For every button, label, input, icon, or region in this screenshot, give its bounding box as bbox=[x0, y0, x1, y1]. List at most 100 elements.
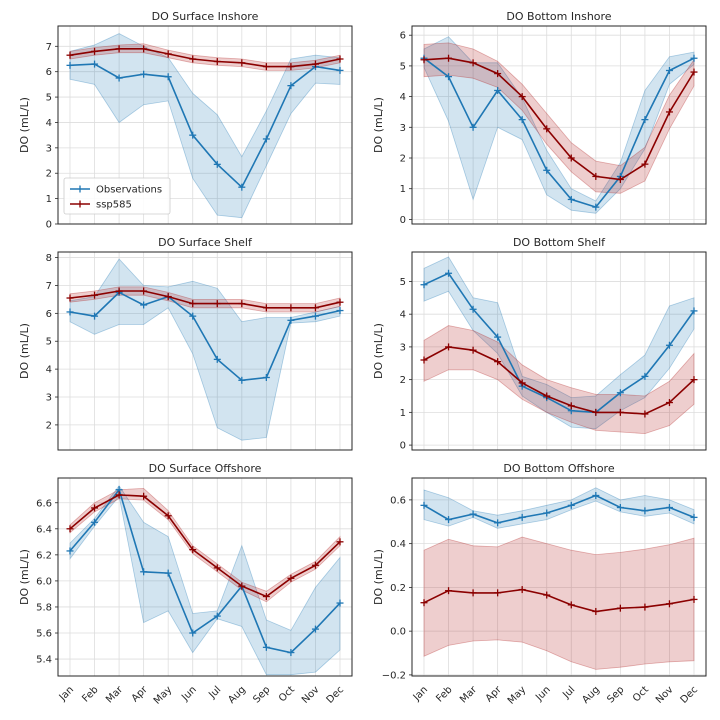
y-tick-label: 2 bbox=[400, 154, 406, 165]
ssp585-line bbox=[423, 57, 695, 181]
ssp585-point bbox=[567, 154, 575, 162]
observations-point bbox=[91, 60, 99, 68]
observations-point bbox=[91, 312, 99, 320]
ssp585-point bbox=[690, 595, 698, 603]
observations-point bbox=[690, 513, 698, 521]
observations-point bbox=[66, 308, 74, 316]
y-tick-label: 0 bbox=[400, 215, 406, 226]
ssp585-point bbox=[445, 343, 453, 351]
ssp585-point bbox=[140, 287, 148, 295]
ssp585-point bbox=[690, 68, 698, 76]
y-tick-label: 5 bbox=[400, 277, 406, 288]
y-tick-label: 1 bbox=[400, 184, 406, 195]
ssp585-point bbox=[592, 607, 600, 615]
observations-point bbox=[336, 599, 344, 607]
ssp585-point bbox=[665, 399, 673, 407]
panel-4: DO Bottom Shelf DO (mL/L) 0 1 2 3 4 5 bbox=[372, 236, 707, 452]
x-tick-label: Dec bbox=[325, 684, 346, 705]
ssp585-point bbox=[213, 564, 221, 572]
ssp585-point bbox=[616, 604, 624, 612]
ssp585-line bbox=[423, 588, 695, 613]
observations-point bbox=[140, 301, 148, 309]
ssp585-line bbox=[69, 494, 341, 598]
ssp585-point bbox=[469, 59, 477, 67]
x-tick-label: Sep bbox=[605, 684, 626, 705]
observations-line bbox=[69, 291, 341, 382]
ssp585-point bbox=[494, 589, 502, 597]
observations-point bbox=[262, 373, 270, 381]
y-tick-label: 3 bbox=[400, 123, 406, 134]
ssp585-point bbox=[543, 125, 551, 133]
ssp585-point bbox=[311, 60, 319, 68]
observations-point bbox=[140, 70, 148, 78]
observations-point bbox=[189, 131, 197, 139]
legend-item-observations: Observations bbox=[70, 185, 162, 196]
observations-point bbox=[592, 492, 600, 500]
x-tick-label: Jul bbox=[560, 684, 577, 701]
ssp585-point bbox=[469, 346, 477, 354]
y-tick-label: 6 bbox=[46, 309, 52, 320]
observations-point bbox=[287, 649, 295, 657]
y-tick-label: 2 bbox=[46, 169, 52, 180]
y-tick-label: 0 bbox=[400, 441, 406, 452]
x-tick-label: Apr bbox=[484, 684, 505, 705]
y-tick-label: 7 bbox=[46, 281, 52, 292]
y-axis-label: DO (mL/L) bbox=[18, 97, 31, 153]
observations-point bbox=[66, 61, 74, 69]
panel-title: DO Bottom Shelf bbox=[513, 236, 606, 249]
ssp585-point bbox=[336, 538, 344, 546]
ssp585-point bbox=[140, 45, 148, 53]
observations-range-band bbox=[69, 258, 341, 441]
ssp585-point bbox=[189, 546, 197, 554]
y-tick-label: 0 bbox=[46, 220, 52, 231]
ssp585-point bbox=[238, 582, 246, 590]
x-tick-label: Jan bbox=[57, 684, 76, 703]
x-tick-label: May bbox=[506, 684, 528, 706]
ssp585-point bbox=[238, 300, 246, 308]
y-tick-label: 6.6 bbox=[36, 498, 52, 509]
ssp585-point bbox=[641, 603, 649, 611]
ssp585-point bbox=[445, 54, 453, 62]
panel-1: DO Surface Inshore DO (mL/L) 0 1 2 3 4 5 6 7 Obser… bbox=[18, 10, 353, 231]
observations-point bbox=[543, 166, 551, 174]
ssp585-point bbox=[238, 59, 246, 67]
ssp585-point bbox=[567, 601, 575, 609]
observations-point bbox=[213, 160, 221, 168]
ssp585-point bbox=[140, 492, 148, 500]
observations-point bbox=[287, 316, 295, 324]
ssp585-point bbox=[445, 587, 453, 595]
ssp585-point bbox=[91, 504, 99, 512]
observations-point bbox=[690, 54, 698, 62]
ssp585-line bbox=[69, 290, 341, 309]
ssp585-range-band bbox=[69, 487, 341, 603]
ssp585-point bbox=[518, 586, 526, 594]
ssp585-point bbox=[616, 175, 624, 183]
observations-point bbox=[469, 305, 477, 313]
y-tick-label: 0.2 bbox=[390, 583, 406, 594]
x-tick-label: Oct bbox=[631, 684, 651, 704]
panel-title: DO Surface Offshore bbox=[149, 462, 262, 475]
ssp585-point bbox=[189, 55, 197, 63]
observations-point bbox=[66, 547, 74, 555]
x-tick-label: Sep bbox=[251, 684, 272, 705]
x-tick-label: May bbox=[152, 684, 174, 706]
ssp585-point bbox=[262, 304, 270, 312]
ssp585-point bbox=[543, 591, 551, 599]
ssp585-point bbox=[287, 304, 295, 312]
axes-frame bbox=[57, 251, 353, 451]
panel-title: DO Surface Inshore bbox=[152, 10, 259, 23]
axes-frame bbox=[411, 251, 707, 451]
y-tick-label: 7 bbox=[46, 42, 52, 53]
ssp585-point bbox=[115, 491, 123, 499]
observations-point bbox=[238, 183, 246, 191]
ssp585-point bbox=[213, 58, 221, 66]
observations-point bbox=[164, 73, 172, 81]
ssp585-point bbox=[592, 172, 600, 180]
x-tick-label: Nov bbox=[654, 684, 676, 706]
observations-range-band bbox=[69, 485, 341, 676]
ssp585-point bbox=[641, 160, 649, 168]
observations-point bbox=[469, 510, 477, 518]
observations-point bbox=[287, 82, 295, 90]
x-tick-label: Nov bbox=[300, 684, 322, 706]
